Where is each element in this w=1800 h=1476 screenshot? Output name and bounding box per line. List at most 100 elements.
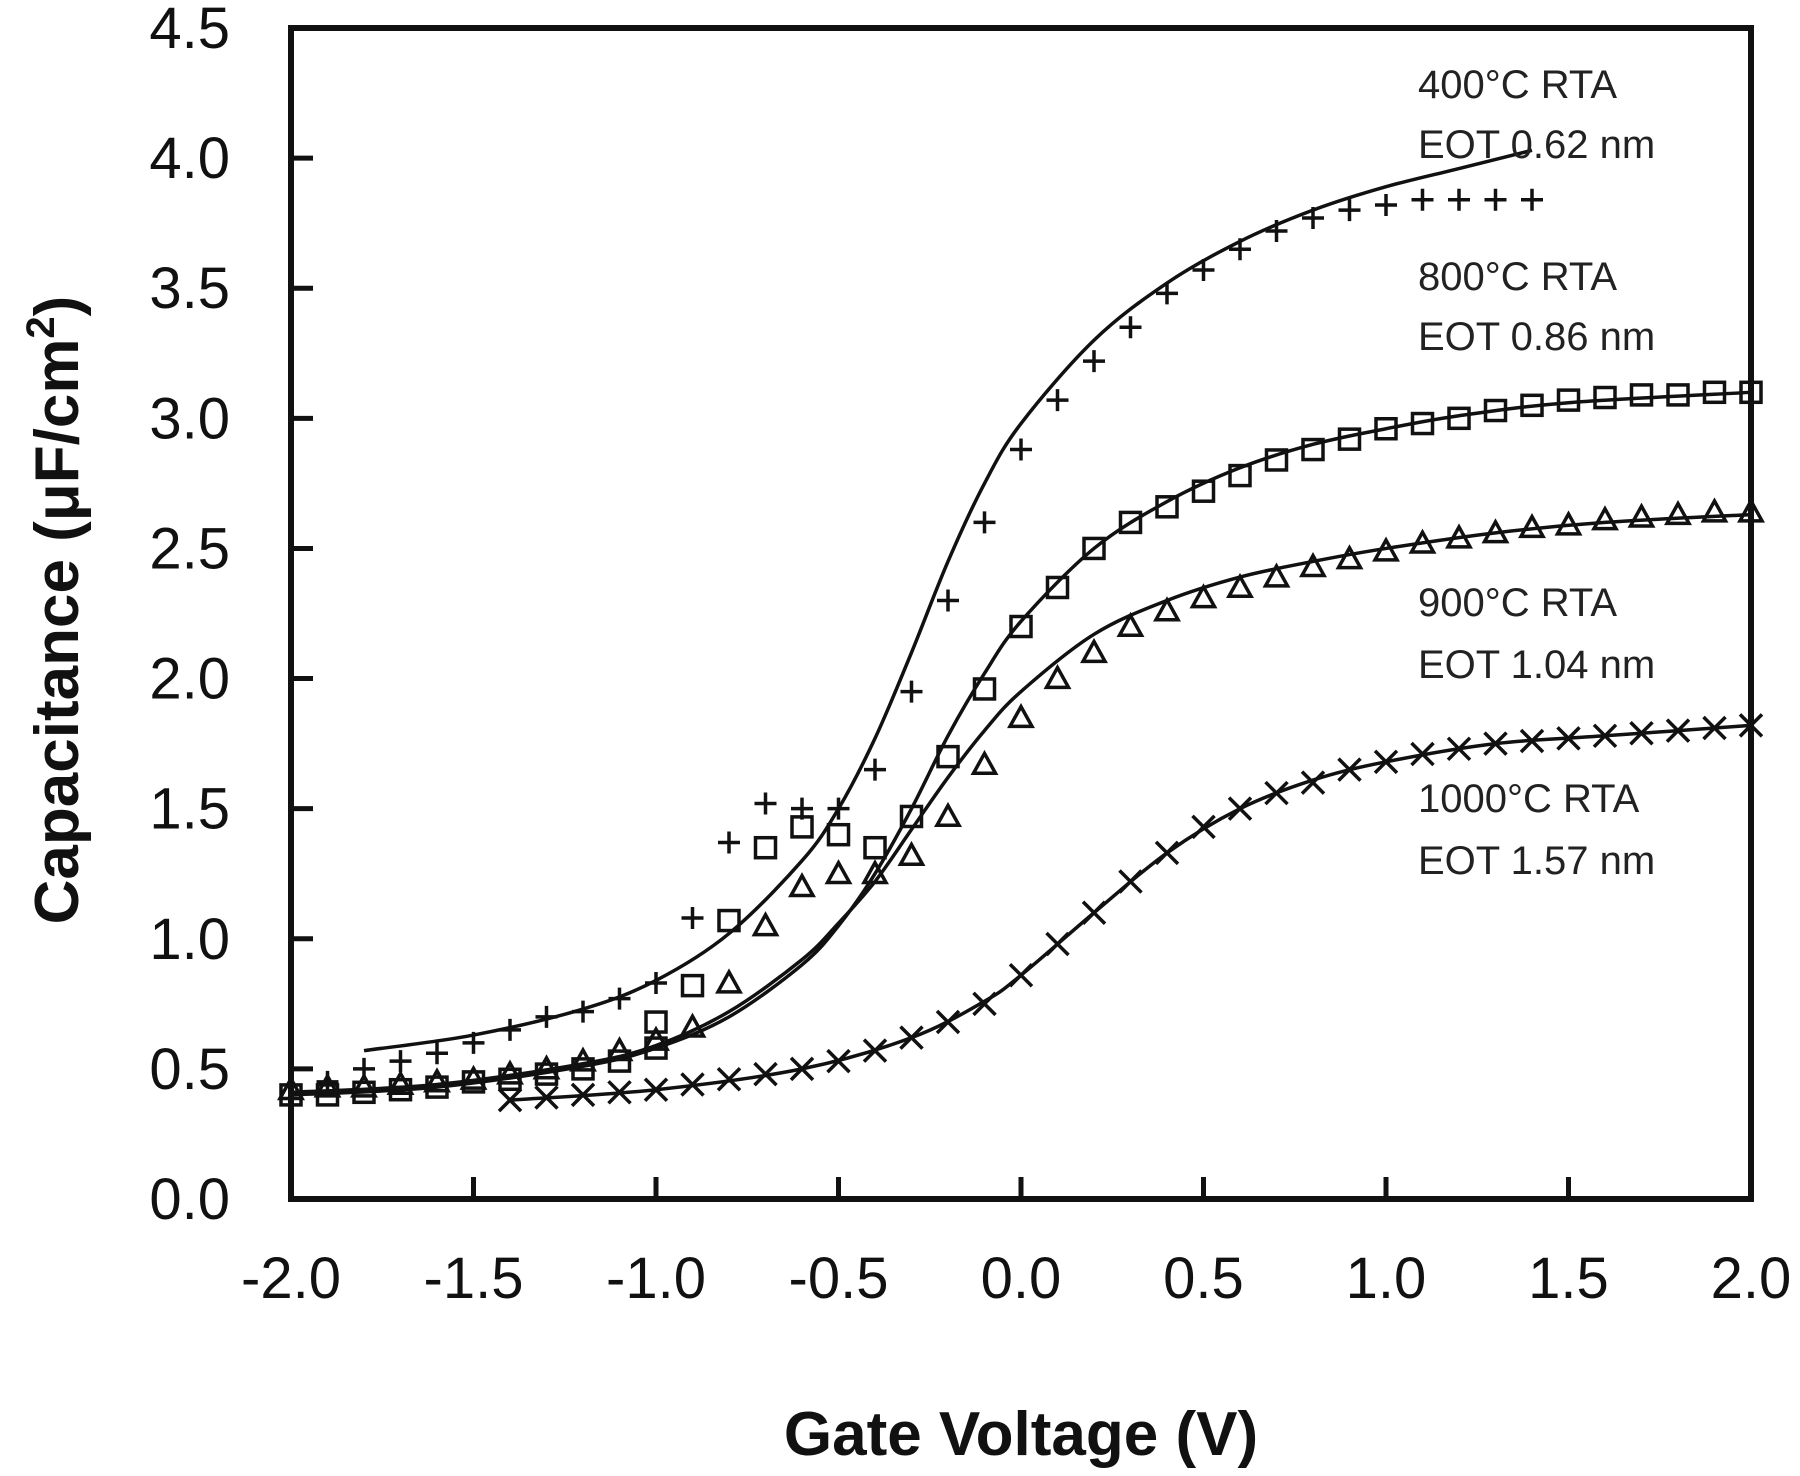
- annotation-900c-line2: EOT 1.04 nm: [1418, 643, 1655, 687]
- plus-marker: [1119, 316, 1142, 339]
- x-tick-label: 1.5: [1528, 1246, 1609, 1311]
- x-marker: [1191, 814, 1216, 840]
- triangle-marker: [1116, 611, 1145, 638]
- plus-marker: [1083, 350, 1105, 373]
- x-marker: [607, 1080, 632, 1105]
- plus-marker: [1302, 206, 1324, 229]
- x-marker: [1629, 720, 1654, 746]
- plus-marker: [1156, 282, 1178, 305]
- triangle-marker: [605, 1036, 634, 1062]
- x-marker: [1300, 770, 1326, 795]
- triangle-marker: [1007, 702, 1035, 729]
- square-marker: [1155, 495, 1179, 519]
- square-marker: [972, 677, 997, 701]
- square-marker: [826, 822, 851, 847]
- annotation-400c-line1: 400°C RTA: [1418, 63, 1617, 107]
- x-marker: [534, 1085, 559, 1110]
- x-tick-label: 0.0: [981, 1246, 1062, 1311]
- x-axis-title: Gate Voltage (V): [784, 1400, 1258, 1469]
- square-marker: [1228, 463, 1252, 488]
- x-marker: [1081, 900, 1107, 925]
- triangle-marker: [1226, 572, 1254, 599]
- x-marker: [1373, 749, 1399, 775]
- triangle-marker: [386, 1069, 415, 1096]
- triangle-marker: [1299, 552, 1327, 578]
- triangle-marker: [1554, 510, 1583, 536]
- triangle-marker: [569, 1046, 597, 1072]
- x-marker: [1592, 723, 1618, 749]
- plus-marker: [754, 792, 777, 815]
- triangle-marker: [459, 1064, 488, 1090]
- x-marker: [826, 1048, 851, 1074]
- triangle-marker: [1481, 518, 1510, 544]
- plus-marker: [499, 1018, 521, 1041]
- x-marker: [1118, 869, 1143, 894]
- plus-marker: [389, 1050, 412, 1073]
- x-marker: [1483, 731, 1508, 756]
- annotation-400c-line2: EOT 0.62 nm: [1418, 123, 1655, 167]
- triangle-marker: [1408, 528, 1437, 554]
- y-tick-label: 1.0: [149, 907, 230, 972]
- x-marker: [1665, 718, 1691, 743]
- triangle-marker: [1700, 497, 1729, 523]
- plus-marker: [1192, 259, 1215, 282]
- plus-marker: [535, 1005, 558, 1028]
- triangle-marker: [1189, 583, 1218, 609]
- y-tick-label: 3.5: [149, 256, 230, 321]
- triangle-marker: [1518, 513, 1546, 539]
- plus-marker: [645, 972, 667, 995]
- x-marker: [716, 1067, 742, 1092]
- triangle-marker: [1627, 502, 1656, 528]
- plus-marker: [1265, 219, 1288, 242]
- plus-marker: [973, 511, 996, 534]
- triangle-marker: [1262, 562, 1291, 588]
- triangle-marker: [532, 1054, 561, 1080]
- plus-marker: [827, 797, 850, 820]
- y-tick-label: 4.5: [149, 0, 230, 61]
- plus-marker: [1375, 193, 1397, 216]
- square-marker: [790, 815, 814, 839]
- triangle-marker: [1445, 523, 1473, 549]
- square-marker: [1702, 380, 1727, 405]
- y-tick-label: 4.0: [149, 126, 230, 191]
- plus-marker: [1448, 188, 1470, 211]
- x-marker: [1410, 741, 1435, 767]
- x-marker: [1556, 726, 1581, 751]
- triangle-marker: [1664, 500, 1692, 526]
- plus-marker: [572, 1000, 594, 1023]
- y-tick-label: 0.5: [149, 1037, 230, 1102]
- triangle-marker: [715, 968, 743, 994]
- square-marker: [1666, 383, 1690, 407]
- plus-marker: [864, 758, 886, 781]
- plus-marker: [1229, 238, 1251, 261]
- triangle-marker: [313, 1072, 342, 1098]
- x-marker: [862, 1038, 888, 1063]
- y-axis-title-superscript: 2: [19, 316, 63, 338]
- x-tick-label: -0.5: [789, 1246, 889, 1311]
- x-tick-label: 1.0: [1346, 1246, 1427, 1311]
- triangle-marker: [970, 749, 999, 775]
- square-marker: [863, 835, 887, 860]
- y-axis-title-close: ): [23, 296, 92, 317]
- plus-marker: [426, 1042, 448, 1065]
- y-axis-title: Capacitance (μF/cm2): [19, 296, 92, 925]
- square-marker: [1374, 416, 1398, 441]
- square-marker: [1118, 510, 1143, 535]
- plus-marker: [937, 589, 959, 612]
- x-marker: [753, 1061, 778, 1087]
- triangle-marker: [1591, 505, 1619, 531]
- x-tick-label: 0.5: [1163, 1246, 1244, 1311]
- axis-ticks: -2.0 -1.5 -1.0 -0.5 0.0 0.5 1.0 1.5 2.0 0.0 0.5 1.0…: [149, 0, 1791, 1311]
- y-tick-label: 2.5: [149, 516, 230, 581]
- square-marker: [1337, 427, 1362, 451]
- square-marker: [753, 835, 778, 860]
- x-marker: [497, 1087, 523, 1113]
- y-tick-label: 1.5: [149, 777, 230, 842]
- x-marker: [680, 1072, 705, 1097]
- triangle-marker: [1372, 536, 1400, 562]
- triangle-marker: [751, 911, 780, 937]
- x-marker: [1154, 840, 1180, 866]
- square-marker: [1082, 536, 1106, 561]
- x-marker: [1045, 931, 1070, 957]
- plus-marker: [681, 906, 704, 929]
